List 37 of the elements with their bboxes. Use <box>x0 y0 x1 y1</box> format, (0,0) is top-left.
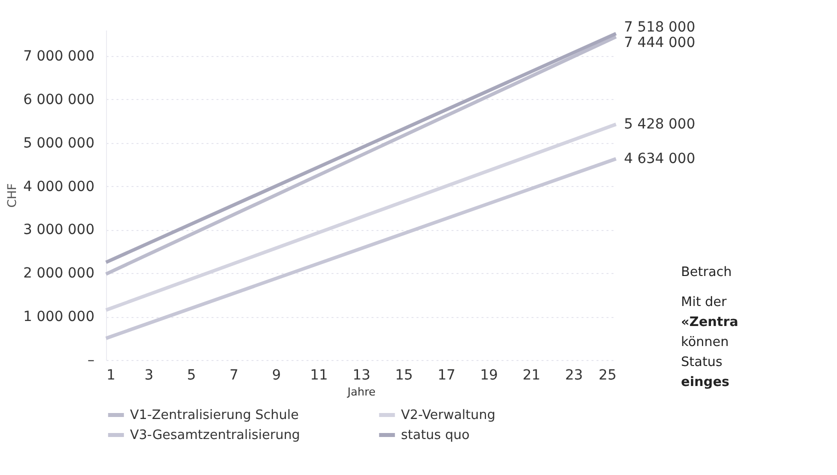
data-label: 4 634 000 <box>624 150 696 167</box>
x-tick-label: 11 <box>310 368 328 384</box>
text: Mit der <box>681 295 728 310</box>
x-tick-label: 9 <box>272 368 281 384</box>
data-label: 5 428 000 <box>624 116 696 132</box>
x-tick-label: 7 <box>230 368 238 384</box>
text: einges <box>681 375 730 390</box>
text: «Zentra <box>681 315 738 330</box>
y-tick-label: 5 000 000 <box>23 135 94 152</box>
text: Betrach <box>681 265 732 280</box>
legend-label: V3-Gesamtzentralisierung <box>130 428 300 443</box>
x-tick-label: 23 <box>565 368 583 384</box>
legend-label: V2-Verwaltung <box>401 408 496 423</box>
legend-label: status quo <box>401 428 470 443</box>
y-tick-label: 2 000 000 <box>23 266 94 282</box>
data-label: 7 518 000 <box>624 20 696 36</box>
x-tick-label: 17 <box>438 368 456 384</box>
x-axis-title: Jahre <box>346 386 376 398</box>
y-tick-label: 7 000 000 <box>23 48 94 65</box>
x-tick-label: 1 <box>106 368 116 384</box>
y-tick-label: 6 000 000 <box>23 92 94 108</box>
x-tick-label: 25 <box>598 368 616 384</box>
x-tick-label: 19 <box>480 368 498 384</box>
legend-label: V1-Zentralisierung Schule <box>130 408 299 423</box>
x-tick-label: 5 <box>187 368 196 384</box>
x-tick-label: 15 <box>395 368 413 384</box>
y-axis-title: CHF <box>5 183 20 208</box>
data-label: 7 444 000 <box>624 34 696 51</box>
x-tick-label: 21 <box>522 368 540 384</box>
y-tick-label: 4 000 000 <box>23 178 94 195</box>
x-tick-label: 13 <box>352 368 370 384</box>
x-tick-label: 3 <box>144 368 154 384</box>
text: Status <box>681 355 723 370</box>
y-tick-label: 1 000 000 <box>23 309 94 326</box>
y-tick-label: – <box>88 352 94 368</box>
text: können <box>681 335 729 350</box>
y-tick-label: 3 000 000 <box>23 222 94 238</box>
